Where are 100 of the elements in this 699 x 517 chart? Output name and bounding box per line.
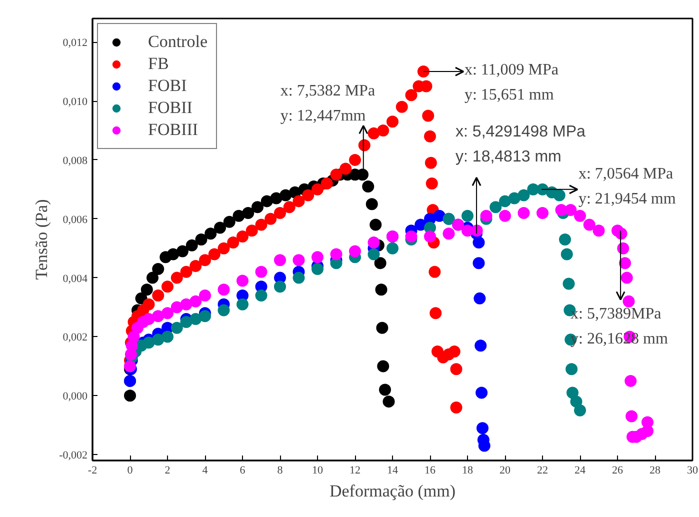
point — [232, 210, 245, 222]
point — [349, 245, 361, 258]
point — [583, 218, 596, 231]
x-tick-label: 14 — [387, 464, 398, 476]
point — [180, 316, 192, 328]
point — [223, 216, 236, 228]
point — [330, 168, 342, 181]
point — [518, 189, 530, 202]
point — [190, 260, 202, 272]
x-tick-label: 20 — [500, 464, 511, 476]
point — [379, 384, 391, 396]
point — [574, 210, 586, 222]
legend-label: FOBIII — [148, 120, 198, 140]
point — [619, 257, 631, 270]
point — [396, 100, 408, 113]
point — [280, 189, 292, 202]
point — [592, 224, 605, 237]
point — [476, 386, 488, 399]
point — [450, 401, 462, 414]
point — [377, 360, 390, 372]
x-axis-title: Deformação (mm) — [329, 482, 456, 500]
point — [362, 180, 374, 192]
x-tick-label: 0 — [127, 464, 134, 476]
point — [620, 272, 633, 284]
y-tick-label: 0,008 — [62, 154, 88, 167]
y-tick-label: 0,002 — [62, 332, 88, 344]
point — [366, 198, 378, 210]
point — [417, 66, 430, 78]
point — [170, 301, 183, 314]
point — [152, 310, 164, 322]
point — [564, 204, 577, 216]
point — [340, 162, 352, 175]
point — [274, 254, 286, 266]
point — [252, 201, 264, 214]
point — [218, 242, 230, 254]
point — [162, 330, 174, 343]
y-tick-label: 0,006 — [62, 214, 88, 226]
point — [424, 230, 436, 243]
point — [176, 245, 188, 258]
point — [142, 298, 155, 310]
point — [562, 278, 575, 290]
point — [312, 262, 324, 275]
y-axis-title: Tensão (Pa) — [32, 199, 52, 280]
x-tick-label: 16 — [424, 464, 436, 476]
point — [422, 110, 434, 122]
point — [242, 206, 254, 219]
point — [474, 292, 486, 304]
point — [246, 224, 258, 237]
point — [560, 248, 573, 260]
y-tick-label: 0,012 — [62, 37, 88, 50]
point — [574, 404, 586, 416]
point — [508, 192, 520, 204]
point — [480, 210, 492, 222]
point — [424, 156, 437, 169]
point — [374, 257, 386, 270]
annotation: x: 11,009 MPa y: 15,651 mm — [464, 62, 559, 104]
point — [553, 189, 566, 202]
point — [142, 336, 155, 349]
point — [162, 307, 174, 320]
point — [386, 242, 398, 254]
point — [236, 274, 248, 287]
point — [566, 363, 578, 376]
point — [472, 257, 485, 270]
point — [167, 248, 180, 260]
point — [448, 345, 460, 358]
annotation: x: 7,0564 MPa y: 21,9454 mm — [578, 165, 676, 208]
point — [199, 254, 211, 266]
point — [236, 298, 248, 310]
point — [255, 266, 268, 278]
point — [368, 236, 380, 248]
x-tick-label: -2 — [88, 464, 98, 476]
point — [476, 422, 488, 434]
point — [124, 390, 136, 402]
point — [499, 195, 511, 208]
x-tick-label: 18 — [462, 464, 474, 476]
point — [615, 228, 628, 240]
point — [570, 396, 582, 408]
legend-label: FB — [148, 54, 169, 74]
point — [274, 206, 286, 219]
point — [152, 290, 164, 302]
x-tick-label: 4 — [202, 464, 208, 476]
y-tick-label: 0,000 — [62, 390, 88, 403]
point — [292, 272, 305, 284]
legend-label: Controle — [148, 32, 208, 52]
point — [152, 262, 164, 275]
point — [199, 310, 211, 322]
point — [170, 322, 183, 334]
x-tick-label: 24 — [574, 464, 586, 476]
point — [264, 212, 277, 225]
point — [255, 218, 268, 231]
x-tick-label: 30 — [687, 464, 698, 476]
point — [162, 280, 174, 293]
point — [214, 222, 226, 234]
point — [518, 206, 530, 219]
point — [320, 178, 333, 190]
x-tick-label: 2 — [164, 464, 170, 476]
point — [180, 298, 192, 310]
point — [368, 248, 380, 260]
point — [536, 206, 548, 219]
y-tick-label: 0,004 — [62, 272, 88, 285]
